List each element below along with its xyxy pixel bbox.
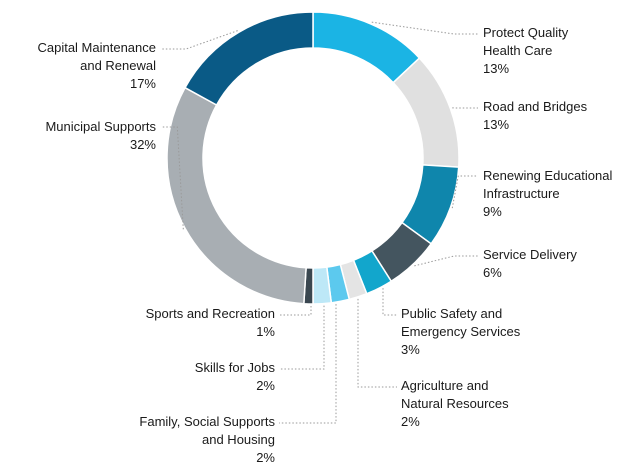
slice-label: Service Delivery 6% <box>483 247 577 280</box>
leader-line <box>451 175 478 209</box>
leader-line <box>382 288 397 316</box>
leader-line <box>357 298 397 388</box>
leader-line <box>371 21 478 35</box>
leader-line <box>162 126 184 230</box>
slice-label: Sports and Recreation 1% <box>146 306 276 339</box>
slice-label: Protect Quality Health Care 13% <box>483 25 569 76</box>
slice-label: Renewing Educational Infrastructure 9% <box>483 168 612 219</box>
slice-label: Road and Bridges 13% <box>483 99 588 132</box>
leader-line <box>279 305 312 316</box>
leader-line <box>162 30 238 50</box>
donut-slice <box>166 86 307 305</box>
slice-label: Municipal Supports 32% <box>45 119 156 152</box>
leader-line <box>414 255 478 267</box>
donut-slice <box>184 11 314 107</box>
leader-line <box>279 304 337 424</box>
leader-line <box>279 305 325 370</box>
slice-label: Public Safety and Emergency Services 3% <box>401 306 521 357</box>
slice-label: Capital Maintenance and Renewal 17% <box>37 40 156 91</box>
slice-label: Agriculture and Natural Resources 2% <box>401 378 509 429</box>
slice-label: Family, Social Supports and Housing 2% <box>139 414 275 465</box>
slice-label: Skills for Jobs 2% <box>195 360 276 393</box>
donut-slice <box>392 56 460 168</box>
